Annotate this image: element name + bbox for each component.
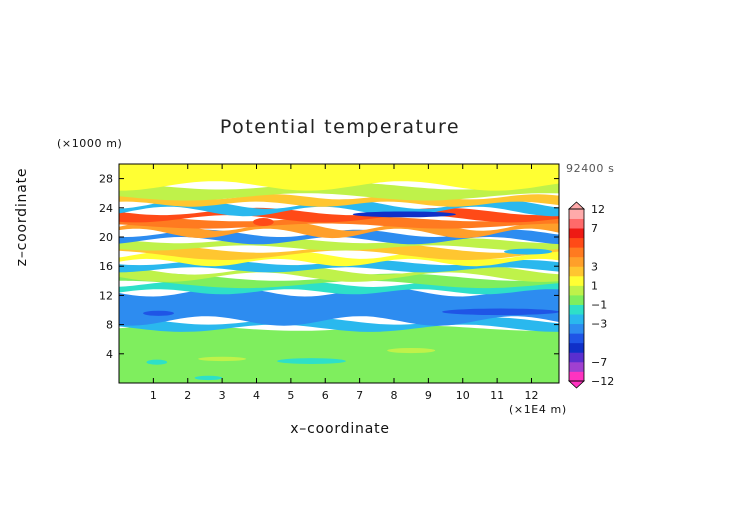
y-tick-label: 20 xyxy=(99,231,113,244)
colorbar-tick-label: −7 xyxy=(591,356,607,369)
x-tick-label: 10 xyxy=(456,389,470,402)
colorbar-tick-label: −12 xyxy=(591,375,614,388)
colorbar-segment xyxy=(569,247,584,258)
x-tick-label: 7 xyxy=(356,389,363,402)
heatmap-feature xyxy=(352,211,456,218)
colorbar-segment xyxy=(569,209,584,219)
y-tick-label: 12 xyxy=(99,289,113,302)
heatmap-feature xyxy=(143,310,174,316)
colorbar-segment xyxy=(569,304,584,315)
heatmap-band xyxy=(119,164,559,191)
x-tick-label: 2 xyxy=(184,389,191,402)
plot-area xyxy=(119,164,559,383)
colorbar-segment xyxy=(569,285,584,296)
colorbar-segment xyxy=(569,352,584,363)
colorbar-segment xyxy=(569,275,584,286)
colorbar-tick-label: 3 xyxy=(591,260,598,273)
plot-frame xyxy=(118,163,560,384)
colorbar-segment xyxy=(569,323,584,334)
colorbar-max-triangle xyxy=(567,201,586,210)
heatmap-band xyxy=(119,221,559,239)
heatmap-band xyxy=(119,238,559,251)
colorbar-tick-label: 1 xyxy=(591,279,598,292)
colorbar-segment xyxy=(569,333,584,344)
x-tick-label: 12 xyxy=(525,389,539,402)
x-tick-label: 11 xyxy=(490,389,504,402)
x-tick-label: 6 xyxy=(322,389,329,402)
colorbar-segment xyxy=(569,361,584,372)
colorbar-segment xyxy=(569,371,584,382)
heatmap-feature xyxy=(277,358,346,365)
colorbar-segment xyxy=(569,228,584,239)
heatmap-band xyxy=(119,182,559,201)
y-axis-unit-label: (×1000 m) xyxy=(57,137,123,150)
chart-title: Potential temperature xyxy=(219,116,461,138)
colorbar-tick-label: −1 xyxy=(591,299,607,312)
heatmap-band xyxy=(119,243,559,260)
colorbar-segment xyxy=(569,237,584,248)
colorbar: 12 7 3 1 −1 −3 −7 −12 xyxy=(567,201,614,389)
colorbar-segment xyxy=(569,314,584,325)
heatmap-band xyxy=(119,199,559,217)
heatmap-feature xyxy=(504,248,553,255)
y-axis: 4 8 12 16 20 24 28 xyxy=(99,173,559,361)
y-tick-label: 16 xyxy=(99,260,113,273)
y-tick-label: 4 xyxy=(106,348,113,361)
heatmap-feature xyxy=(442,308,559,316)
heatmap-feature xyxy=(253,218,274,227)
heatmap-feature xyxy=(194,375,223,381)
x-axis: 1 2 3 4 5 6 7 8 9 10 11 12 xyxy=(150,164,539,402)
x-axis-label: x–coordinate xyxy=(290,421,390,437)
y-tick-label: 24 xyxy=(99,202,113,215)
heatmap-band xyxy=(119,287,559,326)
colorbar-tick-label: −3 xyxy=(591,318,607,331)
heatmap-feature xyxy=(198,356,247,362)
x-tick-label: 1 xyxy=(150,389,157,402)
colorbar-tick-label: 12 xyxy=(591,203,605,216)
heatmap-feature xyxy=(146,359,168,365)
x-tick-label: 3 xyxy=(219,389,226,402)
colorbar-tick-label: 7 xyxy=(591,222,598,235)
heatmap-band xyxy=(119,325,559,383)
x-tick-label: 5 xyxy=(287,389,294,402)
x-tick-label: 4 xyxy=(253,389,260,402)
colorbar-segment xyxy=(569,342,584,353)
heatmap-band xyxy=(119,194,559,207)
colorbar-segment xyxy=(569,218,584,229)
heatmap-band xyxy=(119,265,559,282)
colorbar-segment xyxy=(569,256,584,267)
y-tick-label: 28 xyxy=(99,173,113,186)
heatmap-feature xyxy=(387,347,436,354)
y-tick-label: 8 xyxy=(106,319,113,332)
colorbar-frame xyxy=(568,208,585,382)
x-tick-label: 8 xyxy=(391,389,398,402)
colorbar-segment xyxy=(569,295,584,305)
x-tick-label: 9 xyxy=(425,389,432,402)
x-axis-unit-label: (×1E4 m) xyxy=(509,403,567,416)
colorbar-min-triangle xyxy=(567,380,586,389)
time-label: 92400 s xyxy=(566,162,615,175)
heatmap-band xyxy=(119,216,559,229)
colorbar-segment xyxy=(569,266,584,277)
